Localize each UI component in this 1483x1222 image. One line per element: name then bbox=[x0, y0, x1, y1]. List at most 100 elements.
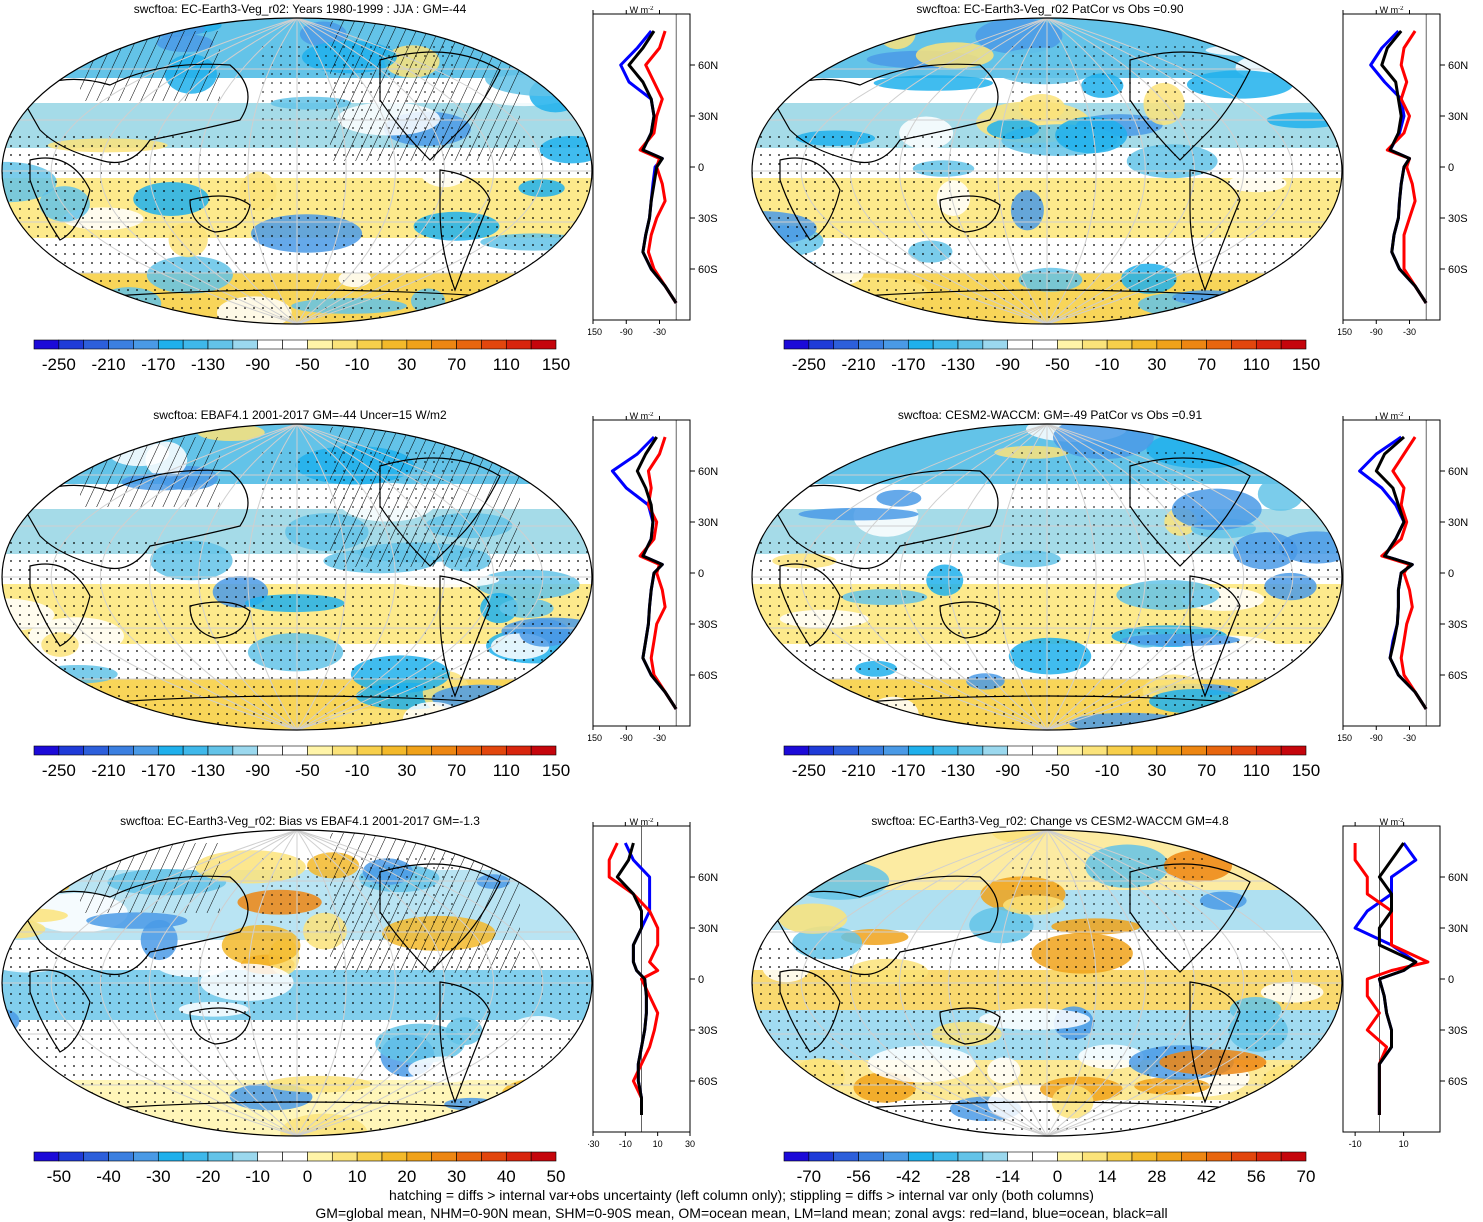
colorbar-swatch bbox=[456, 1151, 482, 1162]
colorbar-swatch bbox=[505, 745, 532, 756]
colorbar-label: -130 bbox=[941, 761, 975, 780]
colorbar-swatch bbox=[1206, 745, 1232, 756]
zonal-tick-label: 30 bbox=[685, 1139, 695, 1148]
colorbar-label: -10 bbox=[1095, 355, 1120, 374]
colorbar-label: -50 bbox=[295, 355, 320, 374]
colorbar-label: -20 bbox=[196, 1167, 221, 1186]
colorbar-swatch bbox=[207, 339, 234, 350]
colorbar-label: -170 bbox=[891, 761, 925, 780]
colorbar-swatch bbox=[833, 339, 859, 350]
zonal-line-all bbox=[1374, 435, 1428, 710]
colorbar-swatch bbox=[1280, 745, 1307, 756]
colorbar-swatch bbox=[481, 339, 507, 350]
colorbar-swatch bbox=[907, 745, 934, 756]
colorbar-label: -28 bbox=[946, 1167, 971, 1186]
colorbar-swatch bbox=[1106, 745, 1133, 756]
colorbar-swatch bbox=[1181, 1151, 1207, 1162]
colorbar-swatch bbox=[883, 745, 909, 756]
footer-line-1: hatching = diffs > internal var+obs unce… bbox=[389, 1187, 1094, 1203]
zonal-line-ocean bbox=[1358, 435, 1428, 710]
colorbar-swatch bbox=[1106, 1151, 1133, 1162]
colorbar-label: -250 bbox=[42, 355, 76, 374]
colorbar-swatch bbox=[381, 339, 408, 350]
lat-label: 0 bbox=[698, 568, 704, 580]
colorbar-swatch bbox=[505, 339, 532, 350]
colorbar-swatch bbox=[133, 339, 159, 350]
colorbar-label: -90 bbox=[245, 355, 270, 374]
zonal-line-all bbox=[1377, 842, 1418, 1115]
zonal-tick-label: -10 bbox=[619, 1139, 632, 1148]
colorbar-swatch bbox=[456, 339, 482, 350]
colorbar-swatch bbox=[282, 745, 308, 756]
colorbar-swatch bbox=[282, 339, 308, 350]
zonal-unit-label: W m-2 bbox=[1380, 6, 1404, 15]
colorbar-swatch bbox=[83, 339, 109, 350]
lat-label: 0 bbox=[1448, 162, 1454, 174]
zonal-line-land bbox=[1380, 436, 1428, 710]
colorbar-label: 70 bbox=[1297, 1167, 1316, 1186]
colorbar-swatch bbox=[33, 745, 60, 756]
lat-label: 30S bbox=[1448, 1025, 1468, 1037]
colorbar-label: 56 bbox=[1247, 1167, 1266, 1186]
colorbar-swatch bbox=[808, 1151, 835, 1162]
lat-label: 60N bbox=[698, 466, 718, 478]
colorbar-label: 70 bbox=[1197, 761, 1216, 780]
colorbar-swatch bbox=[157, 1151, 184, 1162]
colorbar-swatch bbox=[932, 745, 959, 756]
panel-title: swcftoa: EC-Earth3-Veg_r02 PatCor vs Obs… bbox=[916, 2, 1184, 16]
colorbar-label: -210 bbox=[92, 761, 126, 780]
colorbar-label: 14 bbox=[1098, 1167, 1117, 1186]
panel-title: swcftoa: CESM2-WACCM: GM=-49 PatCor vs O… bbox=[897, 408, 1203, 422]
colorbar-swatch bbox=[431, 339, 457, 350]
colorbar-swatch bbox=[1032, 339, 1058, 350]
world-map bbox=[1, 17, 593, 325]
colorbar-label: -50 bbox=[295, 761, 320, 780]
zonal-unit-label: W m-2 bbox=[1380, 412, 1404, 421]
world-map bbox=[1, 423, 593, 731]
colorbar-label: 30 bbox=[1147, 355, 1166, 374]
colorbar-swatch bbox=[58, 1151, 85, 1162]
lat-label: 60S bbox=[698, 1076, 718, 1088]
colorbar-swatch bbox=[331, 1151, 358, 1162]
colorbar-swatch bbox=[356, 1151, 383, 1162]
colorbar-swatch bbox=[1255, 1151, 1282, 1162]
colorbar-label: 150 bbox=[542, 761, 570, 780]
colorbar-label: -70 bbox=[797, 1167, 822, 1186]
colorbar-swatch bbox=[1081, 339, 1108, 350]
colorbar-swatch bbox=[108, 1151, 134, 1162]
colorbar-label: 150 bbox=[1292, 761, 1320, 780]
zonal-unit-label: W m-2 bbox=[1380, 818, 1404, 827]
lat-label: 60S bbox=[1448, 670, 1468, 682]
lat-label: 30N bbox=[1448, 517, 1468, 529]
colorbar-label: 70 bbox=[447, 355, 466, 374]
colorbar: -250 -210 -170 -130 -90 -50 -10 30 70 110 150 bbox=[783, 745, 1320, 780]
colorbar-swatch bbox=[257, 339, 283, 350]
colorbar-label: -10 bbox=[345, 355, 370, 374]
zonal-mean-plot: W m-2 60N 30N 0 30S 60S -150 -90 -30 bbox=[588, 6, 718, 336]
colorbar-label: -30 bbox=[146, 1167, 171, 1186]
panel-5: swcftoa: EC-Earth3-Veg_r02: Bias vs EBAF… bbox=[0, 812, 733, 1212]
colorbar-label: 70 bbox=[1197, 355, 1216, 374]
colorbar-swatch bbox=[356, 745, 383, 756]
colorbar-swatch bbox=[783, 339, 810, 350]
colorbar-swatch bbox=[1206, 1151, 1232, 1162]
colorbar-swatch bbox=[1131, 1151, 1158, 1162]
zonal-line-land bbox=[638, 436, 678, 710]
colorbar-swatch bbox=[207, 1151, 234, 1162]
lat-label: 30N bbox=[698, 923, 718, 935]
colorbar-label: 30 bbox=[397, 355, 416, 374]
zonal-unit-label: W m-2 bbox=[630, 6, 654, 15]
colorbar: -250 -210 -170 -130 -90 -50 -10 30 70 110 150 bbox=[783, 339, 1320, 374]
colorbar: -250 -210 -170 -130 -90 -50 -10 30 70 110 150 bbox=[33, 745, 570, 780]
lat-label: 60N bbox=[698, 60, 718, 72]
lat-label: 0 bbox=[1448, 974, 1454, 986]
colorbar-swatch bbox=[1255, 339, 1282, 350]
colorbar-label: -210 bbox=[842, 761, 876, 780]
colorbar-swatch bbox=[1007, 1151, 1033, 1162]
zonal-tick-label: -10 bbox=[1349, 1139, 1362, 1148]
colorbar-label: -42 bbox=[896, 1167, 921, 1186]
colorbar-label: -250 bbox=[42, 761, 76, 780]
world-map bbox=[751, 829, 1343, 1137]
colorbar-label: 110 bbox=[1243, 355, 1270, 374]
colorbar-swatch bbox=[1032, 1151, 1058, 1162]
